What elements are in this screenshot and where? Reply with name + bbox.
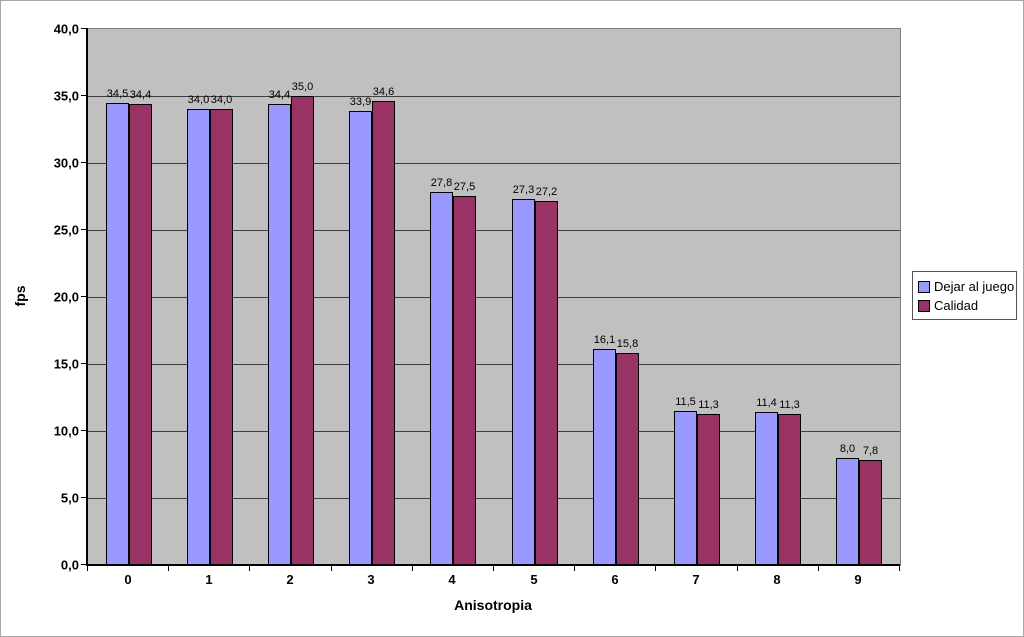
bar-dejar-al-juego-cat9 bbox=[836, 458, 859, 565]
legend-label: Calidad bbox=[934, 298, 979, 313]
y-tick-label: 0,0 bbox=[60, 557, 79, 573]
x-category-label: 0 bbox=[124, 572, 132, 587]
y-tick-label: 30,0 bbox=[53, 155, 79, 171]
gridline bbox=[88, 364, 900, 365]
x-tick-mark bbox=[331, 566, 332, 571]
x-tick-mark bbox=[574, 566, 575, 571]
y-tick-mark bbox=[81, 564, 87, 565]
data-label: 11,3 bbox=[698, 399, 719, 411]
bar-dejar-al-juego-cat3 bbox=[349, 111, 372, 565]
data-label: 34,4 bbox=[129, 89, 152, 101]
x-category-label: 2 bbox=[286, 572, 294, 587]
bar-calidad-cat7 bbox=[697, 414, 720, 565]
gridline bbox=[88, 297, 900, 298]
x-axis-title: Anisotropia bbox=[454, 597, 532, 613]
x-tick-mark bbox=[818, 566, 819, 571]
data-label: 11,5 bbox=[675, 396, 696, 408]
bar-calidad-cat6 bbox=[616, 353, 639, 565]
x-tick-mark bbox=[168, 566, 169, 571]
legend-item: Dejar al juego bbox=[918, 277, 1014, 296]
x-tick-mark bbox=[899, 566, 900, 571]
bar-calidad-cat0 bbox=[129, 104, 152, 565]
x-category-label: 3 bbox=[367, 572, 375, 587]
y-axis-title: fps bbox=[12, 285, 28, 307]
x-category-label: 9 bbox=[854, 572, 862, 587]
y-tick-label: 15,0 bbox=[53, 356, 79, 372]
data-label: 8,0 bbox=[839, 443, 856, 455]
data-label: 7,8 bbox=[862, 445, 879, 457]
data-label: 11,4 bbox=[756, 397, 777, 409]
x-tick-mark bbox=[412, 566, 413, 571]
bar-dejar-al-juego-cat1 bbox=[187, 109, 210, 565]
gridline bbox=[88, 163, 900, 164]
bar-dejar-al-juego-cat2 bbox=[268, 104, 291, 565]
x-category-label: 4 bbox=[448, 572, 456, 587]
x-tick-mark bbox=[249, 566, 250, 571]
bar-calidad-cat5 bbox=[535, 201, 558, 565]
legend-item: Calidad bbox=[918, 296, 1014, 315]
legend-label: Dejar al juego bbox=[934, 279, 1015, 294]
data-label: 27,5 bbox=[453, 181, 476, 193]
gridline bbox=[88, 498, 900, 499]
y-tick-mark bbox=[81, 430, 87, 431]
y-tick-mark bbox=[81, 28, 87, 29]
data-label: 34,0 bbox=[187, 94, 210, 106]
legend: Dejar al juego Calidad bbox=[912, 271, 1017, 320]
data-label: 27,3 bbox=[512, 184, 535, 196]
bar-dejar-al-juego-cat5 bbox=[512, 199, 535, 565]
bar-calidad-cat1 bbox=[210, 109, 233, 565]
x-category-label: 5 bbox=[530, 572, 538, 587]
data-label: 11,3 bbox=[779, 399, 800, 411]
x-tick-mark bbox=[493, 566, 494, 571]
y-tick-mark bbox=[81, 162, 87, 163]
x-axis-line bbox=[86, 564, 900, 566]
data-label: 16,1 bbox=[593, 334, 616, 346]
plot-area: 34,5 34,0 34,4 33,9 27,8 27,3 16,1 11,5 11,4 8,0 3… bbox=[87, 28, 901, 566]
bar-calidad-cat3 bbox=[372, 101, 395, 565]
y-tick-mark bbox=[81, 296, 87, 297]
x-category-label: 6 bbox=[611, 572, 619, 587]
y-tick-mark bbox=[81, 229, 87, 230]
data-label: 34,0 bbox=[210, 94, 233, 106]
y-axis-line bbox=[86, 28, 88, 566]
bar-dejar-al-juego-cat6 bbox=[593, 349, 616, 565]
bar-calidad-cat4 bbox=[453, 196, 476, 565]
bar-dejar-al-juego-cat8 bbox=[755, 412, 778, 565]
bar-dejar-al-juego-cat0 bbox=[106, 103, 129, 565]
y-tick-mark bbox=[81, 95, 87, 96]
y-tick-label: 10,0 bbox=[53, 423, 79, 439]
data-label: 34,6 bbox=[372, 86, 395, 98]
legend-swatch-icon bbox=[918, 280, 930, 293]
data-label: 34,4 bbox=[268, 89, 291, 101]
bar-dejar-al-juego-cat7 bbox=[674, 411, 697, 565]
x-tick-mark bbox=[737, 566, 738, 571]
bar-calidad-cat9 bbox=[859, 460, 882, 565]
y-tick-mark bbox=[81, 497, 87, 498]
data-label: 34,5 bbox=[106, 88, 129, 100]
x-category-label: 8 bbox=[773, 572, 781, 587]
y-tick-label: 25,0 bbox=[53, 222, 79, 238]
y-tick-mark bbox=[81, 363, 87, 364]
gridline bbox=[88, 230, 900, 231]
x-tick-mark bbox=[655, 566, 656, 571]
data-label: 35,0 bbox=[291, 81, 314, 93]
y-tick-label: 35,0 bbox=[53, 88, 79, 104]
data-label: 27,2 bbox=[535, 186, 558, 198]
x-category-label: 1 bbox=[205, 572, 213, 587]
bar-calidad-cat2 bbox=[291, 96, 314, 565]
x-category-label: 7 bbox=[692, 572, 700, 587]
bar-dejar-al-juego-cat4 bbox=[430, 192, 453, 565]
data-label: 15,8 bbox=[616, 338, 639, 350]
gridline bbox=[88, 96, 900, 97]
y-tick-label: 40,0 bbox=[53, 21, 79, 37]
data-label: 27,8 bbox=[430, 177, 453, 189]
gridline bbox=[88, 431, 900, 432]
y-tick-label: 20,0 bbox=[53, 289, 79, 305]
x-tick-mark bbox=[87, 566, 88, 571]
legend-swatch-icon bbox=[918, 299, 930, 312]
data-label: 33,9 bbox=[349, 96, 372, 108]
y-tick-label: 5,0 bbox=[60, 490, 79, 506]
bar-calidad-cat8 bbox=[778, 414, 801, 565]
